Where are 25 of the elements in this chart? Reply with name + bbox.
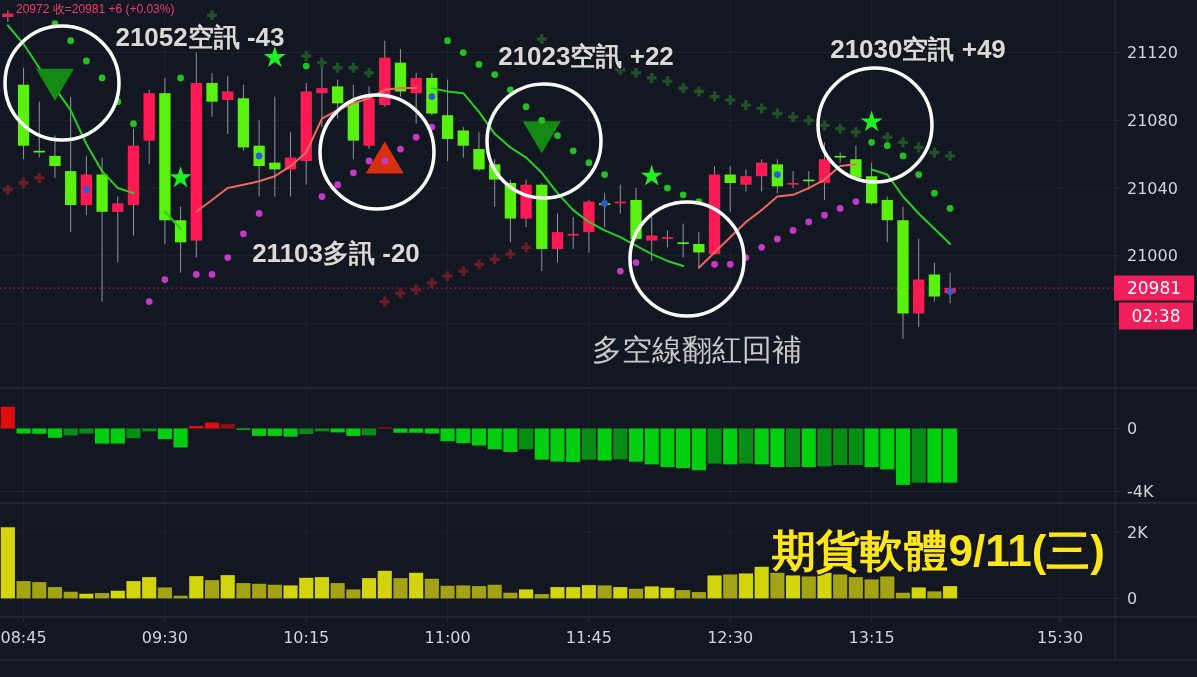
y-tick-label: 21000 bbox=[1127, 246, 1178, 266]
x-tick-label: 15:30 bbox=[1036, 628, 1084, 647]
y-tick-label: 0 bbox=[1127, 588, 1138, 608]
x-tick-label: 13:15 bbox=[848, 628, 895, 647]
annotation: 21030空訊 +49 bbox=[830, 34, 1006, 64]
annotation: 多空線翻紅回補 bbox=[592, 333, 802, 366]
y-tick-label: 21080 bbox=[1127, 110, 1178, 130]
x-tick-label: 11:45 bbox=[565, 628, 612, 647]
annotation: 期貨軟體9/11(三) bbox=[772, 526, 1105, 575]
x-tick-label: 08:45 bbox=[0, 628, 47, 647]
x-tick-label: 12:30 bbox=[707, 628, 754, 647]
y-tick-label: 21120 bbox=[1127, 43, 1178, 63]
ref-line-label: 20981 bbox=[1126, 278, 1182, 299]
y-tick-label: 0 bbox=[1127, 419, 1138, 439]
x-tick-label: 09:30 bbox=[141, 628, 188, 647]
text: 02:38 bbox=[1131, 306, 1181, 327]
x-tick-label: 10:15 bbox=[283, 628, 330, 647]
y-tick-label: 21040 bbox=[1127, 178, 1178, 198]
annotation: 20972 收=20981 +6 (+0.03%) bbox=[16, 2, 175, 16]
y-tick-label: 2K bbox=[1127, 522, 1149, 542]
x-tick-label: 11:00 bbox=[424, 628, 471, 647]
annotation: 21052空訊 -43 bbox=[115, 22, 285, 52]
annotation: 21103多訊 -20 bbox=[252, 238, 420, 268]
annotation: 21023空訊 +22 bbox=[498, 41, 674, 71]
y-tick-label: -4K bbox=[1127, 482, 1154, 502]
